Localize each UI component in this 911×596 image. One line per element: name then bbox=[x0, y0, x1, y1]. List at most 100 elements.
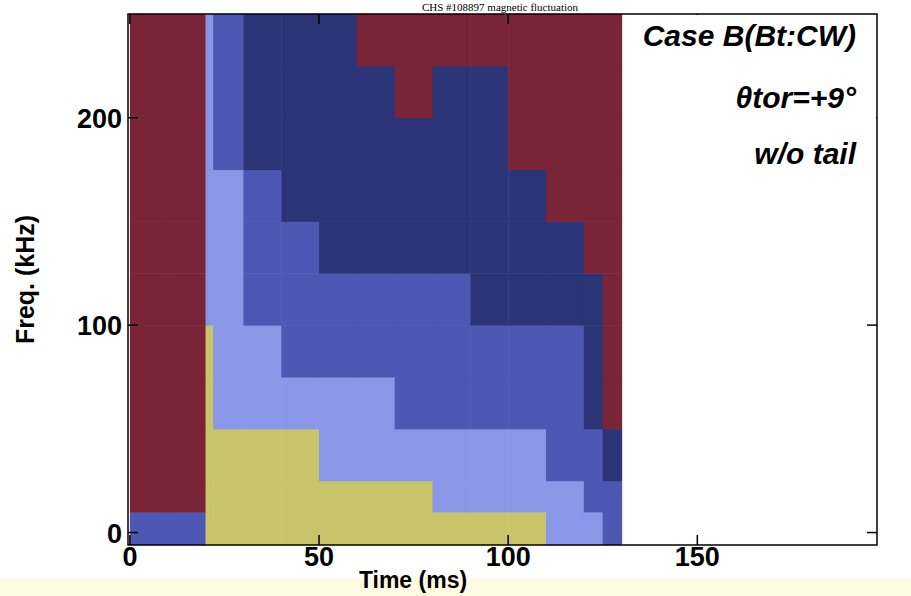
cell bbox=[433, 429, 471, 481]
cell bbox=[357, 512, 395, 545]
annotation-box bbox=[725, 57, 876, 178]
chart: 0501001500100200Time (ms)Freq. (kHz)CHS … bbox=[0, 0, 911, 596]
cell bbox=[546, 14, 584, 66]
cell bbox=[281, 377, 319, 429]
cell bbox=[130, 429, 168, 481]
cell bbox=[168, 325, 206, 377]
cell bbox=[433, 512, 471, 545]
cell bbox=[357, 14, 395, 66]
cell bbox=[243, 481, 281, 513]
y-tick-right bbox=[867, 532, 877, 534]
cell bbox=[584, 481, 603, 513]
x-tick-label: 150 bbox=[675, 542, 720, 572]
annotation-box bbox=[635, 15, 876, 58]
cell bbox=[213, 481, 244, 513]
cell bbox=[168, 429, 206, 481]
cell bbox=[470, 377, 508, 429]
cell bbox=[281, 170, 319, 222]
cell bbox=[603, 170, 622, 222]
cell bbox=[213, 325, 244, 377]
cell bbox=[281, 325, 319, 377]
cell bbox=[433, 14, 471, 66]
cell bbox=[508, 118, 546, 170]
cell bbox=[470, 170, 508, 222]
cell bbox=[603, 481, 622, 513]
cell bbox=[281, 221, 319, 273]
cell bbox=[508, 377, 546, 429]
cell bbox=[603, 273, 622, 325]
cell bbox=[281, 481, 319, 513]
cell bbox=[508, 325, 546, 377]
cell bbox=[584, 118, 603, 170]
y-axis-title: Freq. (kHz) bbox=[11, 215, 39, 344]
cell bbox=[546, 273, 584, 325]
cell bbox=[584, 221, 603, 273]
cell bbox=[319, 429, 357, 481]
cell bbox=[168, 14, 206, 66]
cell bbox=[213, 377, 244, 429]
cell bbox=[357, 170, 395, 222]
cell bbox=[470, 118, 508, 170]
cell bbox=[319, 14, 357, 66]
cell bbox=[130, 481, 168, 513]
cell bbox=[508, 273, 546, 325]
cell bbox=[603, 14, 622, 66]
cell bbox=[168, 170, 206, 222]
cell bbox=[130, 273, 168, 325]
cell bbox=[243, 273, 281, 325]
cell bbox=[584, 429, 603, 481]
cell bbox=[546, 481, 584, 513]
cell bbox=[243, 14, 281, 66]
cell bbox=[319, 377, 357, 429]
cell bbox=[584, 170, 603, 222]
cell bbox=[213, 273, 244, 325]
cell bbox=[603, 377, 622, 429]
cell bbox=[168, 377, 206, 429]
cell bbox=[130, 221, 168, 273]
cell bbox=[206, 14, 214, 66]
cell bbox=[206, 118, 214, 170]
cell bbox=[546, 66, 584, 118]
cell bbox=[508, 429, 546, 481]
cell bbox=[168, 512, 206, 545]
cell bbox=[546, 429, 584, 481]
cell bbox=[584, 14, 603, 66]
cell bbox=[319, 512, 357, 545]
cell bbox=[357, 377, 395, 429]
cell bbox=[470, 481, 508, 513]
cell bbox=[470, 14, 508, 66]
x-tick-top bbox=[507, 14, 509, 24]
cell bbox=[433, 273, 471, 325]
cell bbox=[206, 377, 214, 429]
cell bbox=[357, 66, 395, 118]
cell bbox=[508, 14, 546, 66]
cell bbox=[433, 118, 471, 170]
cell bbox=[243, 325, 281, 377]
y-tick bbox=[128, 117, 138, 119]
y-tick-label: 0 bbox=[107, 519, 122, 549]
cell bbox=[243, 66, 281, 118]
cell bbox=[130, 325, 168, 377]
cell bbox=[168, 221, 206, 273]
cell bbox=[395, 118, 433, 170]
cell bbox=[395, 325, 433, 377]
cell bbox=[281, 14, 319, 66]
cell bbox=[395, 66, 433, 118]
cell bbox=[546, 118, 584, 170]
cell bbox=[168, 66, 206, 118]
cell bbox=[508, 221, 546, 273]
plot-frame bbox=[128, 14, 877, 545]
cell bbox=[546, 512, 584, 545]
cell bbox=[319, 66, 357, 118]
cell bbox=[243, 377, 281, 429]
x-tick-label: 50 bbox=[304, 542, 334, 572]
cell bbox=[546, 170, 584, 222]
cell bbox=[281, 429, 319, 481]
y-tick-label: 200 bbox=[77, 104, 122, 134]
cell bbox=[470, 512, 508, 545]
x-axis-title: Time (ms) bbox=[359, 567, 467, 593]
cell bbox=[357, 325, 395, 377]
cell bbox=[243, 170, 281, 222]
x-tick-top bbox=[318, 14, 320, 24]
cell bbox=[603, 221, 622, 273]
